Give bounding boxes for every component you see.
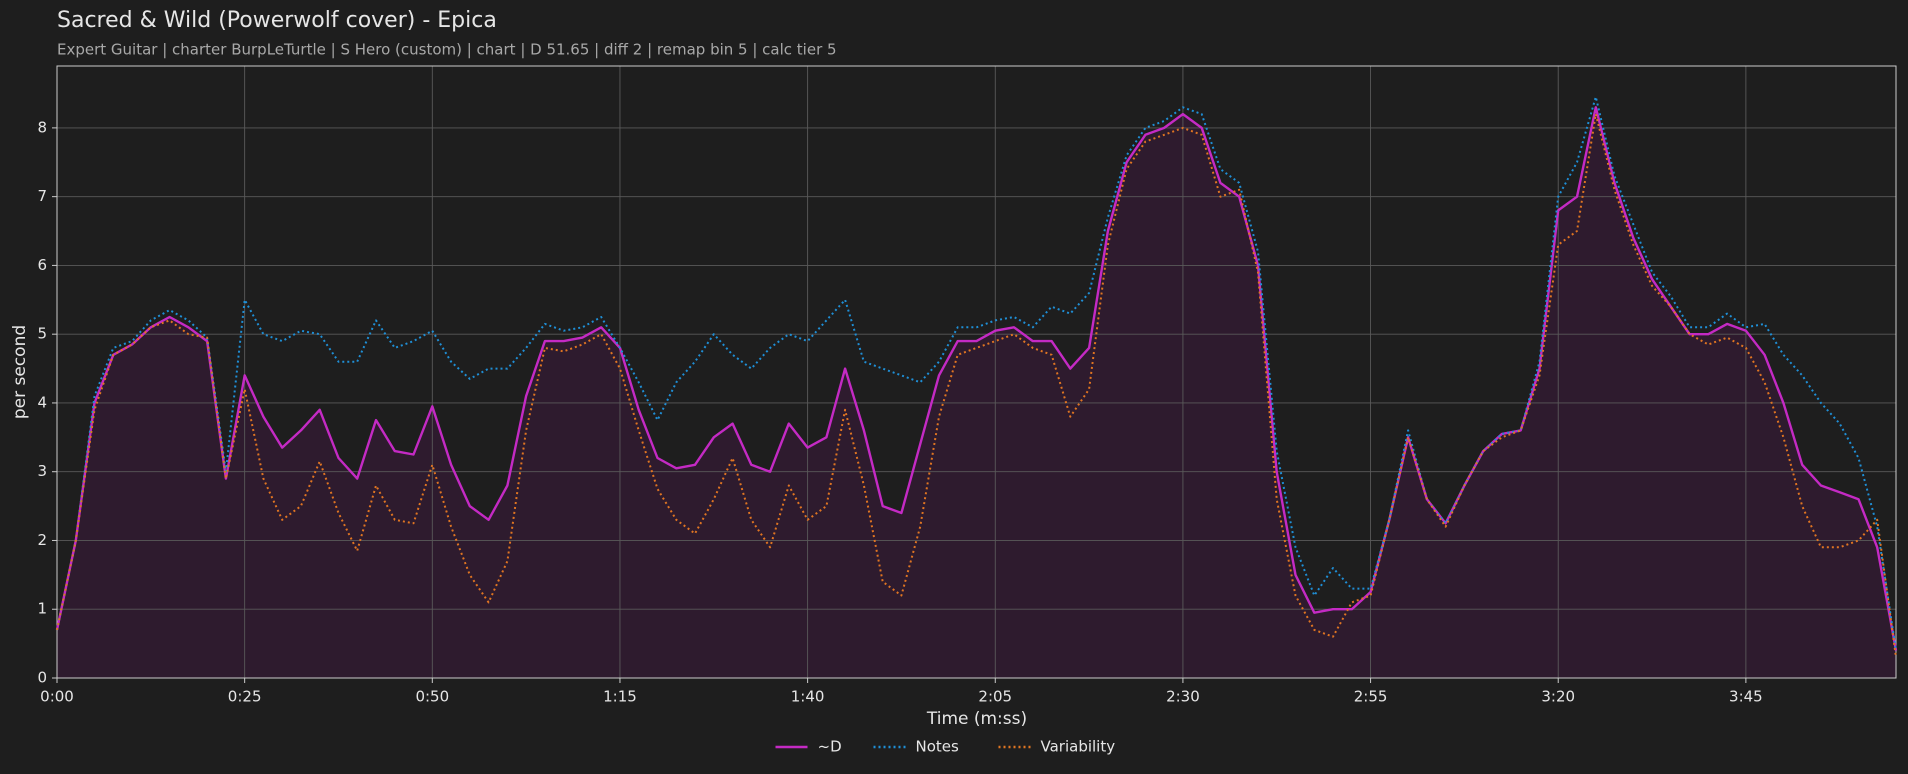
x-tick-label: 1:40 [791,688,825,706]
x-tick-label: 3:20 [1541,688,1575,706]
area [57,107,1896,679]
y-tick-label: 5 [37,325,47,343]
chart-subtitle: Expert Guitar | charter BurpLeTurtle | S… [57,41,837,59]
y-tick-label: 7 [37,187,47,205]
y-tick-label: 1 [37,600,47,618]
legend-label: Variability [1041,738,1116,756]
x-tick-label: 1:15 [603,688,637,706]
x-tick-label: 2:30 [1166,688,1200,706]
chart-title: Sacred & Wild (Powerwolf cover) - Epica [57,8,497,33]
y-tick-label: 8 [37,118,47,136]
line-series [56,113,1897,658]
y-tick-label: 3 [37,462,47,480]
x-tick-label: 0:50 [415,688,449,706]
line-series [56,95,1897,651]
x-tick-label: 3:45 [1729,688,1763,706]
y-tick-label: 2 [37,531,47,549]
y-tick-label: 4 [37,393,47,411]
y-tick-label: 0 [37,669,47,687]
x-axis-label: Time (m:ss) [926,709,1027,729]
plot-frame [56,65,1897,679]
legend-label: ~D [818,738,842,756]
x-tick-label: 0:25 [228,688,262,706]
y-axis-label: per second [10,325,30,419]
legend-label: Notes [916,738,960,756]
line-series [55,106,1898,651]
x-tick-label: 2:05 [978,688,1012,706]
x-tick-label: 0:00 [40,688,74,706]
y-tick-label: 6 [37,256,47,274]
x-tick-label: 2:55 [1354,688,1388,706]
